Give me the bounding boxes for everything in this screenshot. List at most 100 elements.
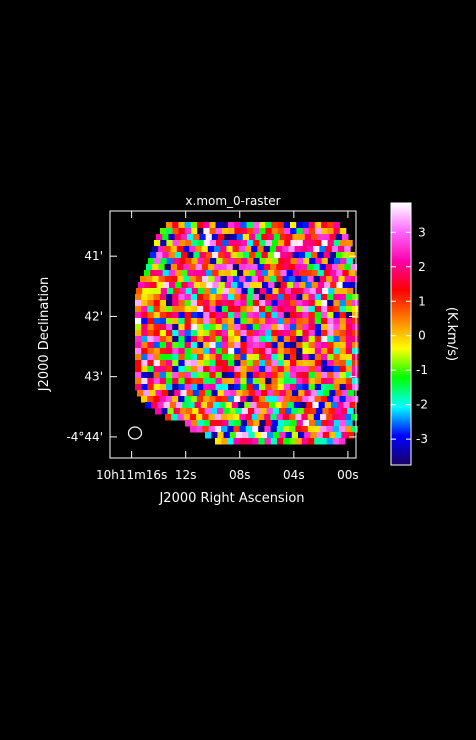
y-axis-label: J2000 Declination [37,277,52,393]
heatmap-pixel [159,312,167,319]
heatmap-pixel [276,414,284,421]
heatmap-pixel [316,408,323,415]
heatmap-pixel [252,318,260,325]
heatmap-pixel [211,390,218,397]
heatmap-pixel [200,402,208,409]
heatmap-pixel [271,396,278,403]
heatmap-pixel [321,318,328,325]
heatmap-pixel [241,288,248,295]
heatmap-pixel [186,408,193,415]
heatmap-pixel [150,252,157,259]
heatmap-pixel [147,336,154,343]
heatmap-pixel [251,246,258,253]
heatmap-pixel [317,282,325,289]
heatmap-pixel [332,276,339,283]
heatmap-pixel [274,270,281,277]
heatmap-pixel [234,378,241,385]
heatmap-pixel [265,342,272,349]
heatmap-pixel [322,288,329,295]
heatmap-pixel [252,354,260,361]
heatmap-pixel [351,426,358,433]
heatmap-pixel [184,354,192,361]
heatmap-pixel [190,312,198,319]
heatmap-pixel [214,426,222,433]
heatmap-pixel [331,246,339,253]
heatmap-pixel [233,426,240,433]
heatmap-pixel [277,312,285,319]
heatmap-pixel [153,378,161,385]
heatmap-pixel [199,252,207,259]
heatmap-pixel [184,330,192,337]
colorbar-tick-label: -1 [416,363,428,377]
heatmap-pixel [252,312,260,319]
heatmap-pixel [265,240,273,247]
heatmap-pixel [301,414,308,421]
heatmap-pixel [197,378,204,385]
heatmap-pixel [302,378,309,385]
heatmap-pixel [296,372,303,379]
heatmap-pixel [235,408,243,415]
heatmap-pixel [191,420,198,427]
heatmap-pixel [166,294,173,301]
heatmap-pixel [203,372,210,379]
heatmap-pixel [207,246,215,253]
heatmap-pixel [339,438,346,445]
heatmap-pixel [223,408,230,415]
heatmap-pixel [271,228,279,235]
heatmap-pixel [265,312,272,319]
heatmap-pixel [143,390,150,397]
heatmap-pixel [160,240,167,247]
heatmap-pixel [156,234,163,241]
heatmap-pixel [209,366,216,373]
heatmap-pixel [265,258,273,265]
heatmap-pixel [308,294,316,301]
heatmap-pixel [283,348,291,355]
heatmap-pixel [233,414,240,421]
heatmap-pixel [202,426,209,433]
heatmap-pixel [178,312,185,319]
heatmap-pixel [246,342,254,349]
heatmap-pixel [321,324,328,331]
heatmap-pixel [240,312,247,319]
heatmap-pixel [153,354,161,361]
heatmap-pixel [333,366,340,373]
heatmap-pixel [192,390,200,397]
heatmap-pixel [308,348,316,355]
heatmap-pixel [290,306,297,313]
heatmap-pixel [177,264,184,271]
heatmap-pixel [185,420,192,427]
heatmap-pixel [140,276,147,283]
heatmap-pixel [234,360,241,367]
heatmap-pixel [321,342,328,349]
heatmap-pixel [157,402,164,409]
heatmap-pixel [308,438,315,445]
heatmap-pixel [327,258,335,265]
heatmap-pixel [308,222,316,229]
heatmap-pixel [314,294,322,301]
heatmap-pixel [259,360,266,367]
heatmap-pixel [302,354,309,361]
heatmap-pixel [187,270,194,277]
heatmap-pixel [329,390,336,397]
heatmap-pixel [203,384,210,391]
heatmap-pixel [246,318,254,325]
heatmap-pixel [209,324,216,331]
heatmap-pixel [172,348,179,355]
heatmap-pixel [313,414,321,421]
heatmap-pixel [259,324,266,331]
heatmap-pixel [136,288,143,295]
heatmap-pixel [150,270,157,277]
heatmap-pixel [295,414,302,421]
heatmap-pixel [333,360,340,367]
heatmap-pixel [178,396,185,403]
heatmap-pixel [153,372,161,379]
heatmap-pixel [253,228,260,235]
heatmap-pixel [209,360,216,367]
heatmap-pixel [223,390,231,397]
heatmap-pixel [222,288,230,295]
heatmap-pixel [321,312,328,319]
heatmap-pixel [345,366,353,373]
heatmap-pixel [323,252,331,259]
y-tick-label: 43' [84,370,103,384]
heatmap-pixel [327,366,334,373]
